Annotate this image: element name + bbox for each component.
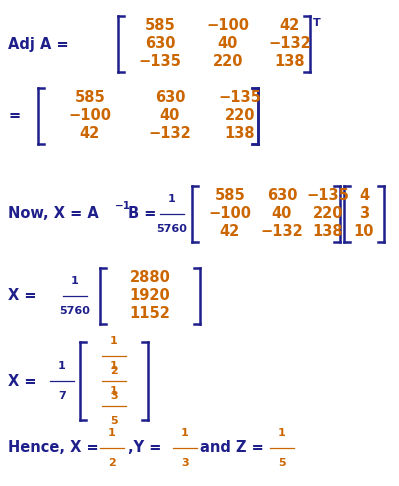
- Text: 220: 220: [313, 207, 343, 222]
- Text: 630: 630: [267, 189, 297, 204]
- Text: 1: 1: [110, 336, 118, 346]
- Text: 7: 7: [58, 391, 66, 401]
- Text: Hence, X =: Hence, X =: [8, 440, 99, 455]
- Text: 138: 138: [313, 225, 343, 240]
- Text: −132: −132: [148, 126, 192, 141]
- Text: 42: 42: [80, 126, 100, 141]
- Text: 40: 40: [218, 36, 238, 52]
- Text: 1: 1: [110, 386, 118, 396]
- Text: 1: 1: [181, 428, 189, 438]
- Text: 5760: 5760: [156, 224, 188, 234]
- Text: 1: 1: [71, 276, 79, 286]
- Text: 5: 5: [110, 416, 118, 426]
- Text: 3: 3: [110, 391, 118, 401]
- Text: 220: 220: [213, 54, 243, 69]
- Text: −100: −100: [207, 18, 249, 34]
- Text: =: =: [8, 108, 20, 123]
- Text: 585: 585: [215, 189, 245, 204]
- Text: 1: 1: [110, 361, 118, 371]
- Text: 1: 1: [278, 428, 286, 438]
- Text: ,Y =: ,Y =: [128, 440, 161, 455]
- Text: Adj A =: Adj A =: [8, 36, 69, 52]
- Text: 40: 40: [272, 207, 292, 222]
- Text: −132: −132: [261, 225, 303, 240]
- Text: 1: 1: [58, 361, 66, 371]
- Text: 42: 42: [280, 18, 300, 34]
- Text: 3: 3: [181, 458, 189, 468]
- Text: 4: 4: [359, 189, 369, 204]
- Text: 2880: 2880: [130, 271, 170, 285]
- Text: −1: −1: [115, 201, 131, 211]
- Text: 630: 630: [155, 90, 185, 105]
- Text: 2: 2: [108, 458, 116, 468]
- Text: 5760: 5760: [59, 306, 91, 316]
- Text: and Z =: and Z =: [200, 440, 264, 455]
- Text: 1: 1: [168, 194, 176, 204]
- Text: Now, X = A: Now, X = A: [8, 207, 99, 222]
- Text: 630: 630: [145, 36, 175, 52]
- Text: 1: 1: [108, 428, 116, 438]
- Text: T: T: [313, 18, 321, 28]
- Text: 585: 585: [75, 90, 105, 105]
- Text: 2: 2: [110, 366, 118, 376]
- Text: −100: −100: [69, 108, 111, 123]
- Text: B =: B =: [128, 207, 156, 222]
- Text: −100: −100: [209, 207, 251, 222]
- Text: 3: 3: [359, 207, 369, 222]
- Text: −132: −132: [269, 36, 311, 52]
- Text: 138: 138: [225, 126, 255, 141]
- Text: 585: 585: [144, 18, 176, 34]
- Text: X =: X =: [8, 374, 36, 388]
- Text: 40: 40: [160, 108, 180, 123]
- Text: 1152: 1152: [130, 307, 170, 322]
- Text: 220: 220: [225, 108, 255, 123]
- Text: 5: 5: [278, 458, 286, 468]
- Text: −135: −135: [306, 189, 350, 204]
- Text: −135: −135: [138, 54, 182, 69]
- Text: 1920: 1920: [130, 289, 170, 303]
- Text: X =: X =: [8, 289, 36, 303]
- Text: 42: 42: [220, 225, 240, 240]
- Text: 138: 138: [275, 54, 305, 69]
- Text: 10: 10: [354, 225, 374, 240]
- Text: −135: −135: [219, 90, 261, 105]
